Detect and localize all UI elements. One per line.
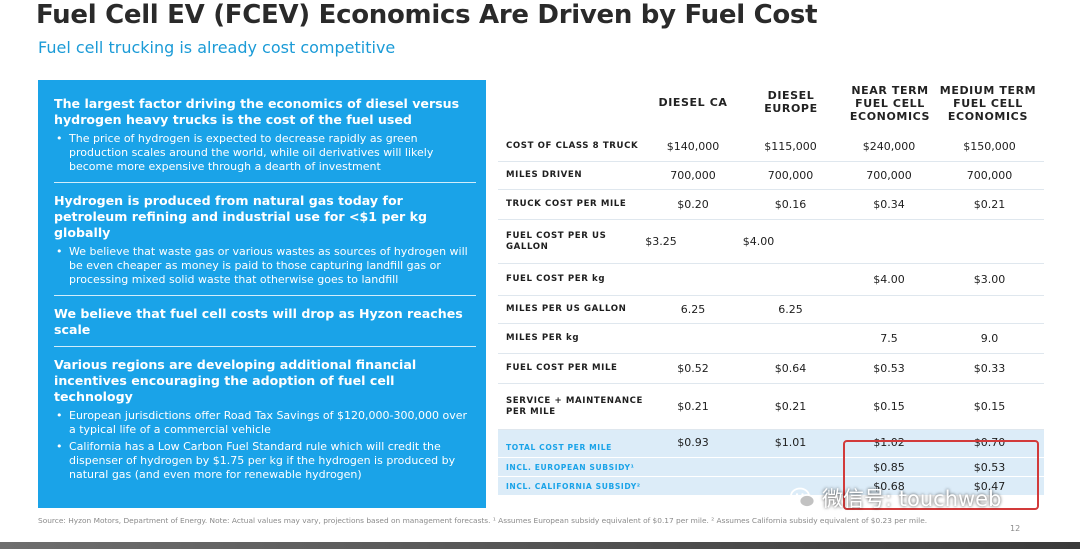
- row-label: FUEL COST PER kg: [506, 274, 606, 284]
- table-cell: $0.64: [774, 362, 807, 375]
- wechat-icon: [790, 487, 816, 508]
- watermark: 微信号: touchweb: [790, 483, 1001, 513]
- table-cell: $0.52: [677, 362, 709, 375]
- bullet-list: We believe that waste gas or various was…: [54, 245, 476, 287]
- table-cell: $1.01: [774, 436, 807, 449]
- slide-title: Fuel Cell EV (FCEV) Economics Are Driven…: [36, 0, 818, 30]
- row-label: INCL. EUROPEAN SUBSIDY¹: [506, 462, 635, 472]
- row-label: TOTAL COST PER MILE: [506, 443, 612, 452]
- row-label: MILES PER kg: [506, 333, 580, 343]
- table-row: MILES PER US GALLON 6.25 6.25: [498, 296, 1044, 324]
- bullet-list: European jurisdictions offer Road Tax Sa…: [54, 409, 476, 482]
- table-cell: $0.53: [973, 460, 1006, 474]
- table-cell: $0.15: [873, 400, 905, 413]
- watermark-text: 微信号: touchweb: [822, 487, 1002, 511]
- divider: [54, 295, 476, 296]
- row-label: INCL. CALIFORNIA SUBSIDY²: [506, 481, 641, 491]
- table-cell: 700,000: [966, 169, 1013, 182]
- table-cell: $1.02: [873, 436, 905, 449]
- row-label: FUEL COST PER MILE: [506, 363, 618, 373]
- total-row: INCL. CALIFORNIA SUBSIDY² $0.68 $0.47: [498, 477, 1044, 496]
- bullet-list: The price of hydrogen is expected to dec…: [54, 132, 476, 174]
- bullet-item: The price of hydrogen is expected to dec…: [54, 132, 476, 174]
- table-row: TRUCK COST PER MILE $0.20 $0.16 $0.34 $0…: [498, 190, 1044, 220]
- table-cell: 6.25: [680, 303, 706, 316]
- table-cell: $140,000: [666, 140, 720, 153]
- economics-table: COST OF CLASS 8 TRUCK $140,000 $115,000 …: [498, 132, 1044, 496]
- column-header-diesel-ca: DIESEL CA: [658, 96, 728, 109]
- footnote: Source: Hyzon Motors, Department of Ener…: [38, 516, 928, 525]
- table-row: SERVICE + MAINTENANCE PER MILE $0.21 $0.…: [498, 384, 1044, 430]
- table-row: MILES PER kg 7.5 9.0: [498, 324, 1044, 354]
- table-cell: $0.47: [973, 479, 1006, 493]
- column-header-near-term: NEAR TERM FUEL CELL ECONOMICS: [849, 84, 931, 123]
- table-cell: $0.16: [774, 198, 807, 211]
- table-cell: 700,000: [670, 169, 716, 182]
- table-cell: $0.21: [774, 400, 807, 413]
- key-point-block: The largest factor driving the economics…: [54, 96, 476, 174]
- table-cell: $240,000: [862, 140, 916, 153]
- table-cell: $0.20: [677, 198, 709, 211]
- table-cell: $0.93: [677, 436, 709, 449]
- table-cell: $3.25: [645, 235, 677, 248]
- fuel-cell-highlight-box: [843, 440, 1039, 510]
- table-cell: $0.33: [973, 362, 1006, 375]
- total-row: TOTAL COST PER MILE $0.93 $1.01 $1.02 $0…: [498, 430, 1044, 458]
- table-cell: 7.5: [880, 332, 898, 345]
- table-cell: $0.68: [873, 479, 905, 493]
- key-point-heading: The largest factor driving the economics…: [54, 96, 460, 127]
- table-row: COST OF CLASS 8 TRUCK $140,000 $115,000 …: [498, 132, 1044, 162]
- divider: [54, 346, 476, 347]
- key-points-panel: The largest factor driving the economics…: [38, 80, 486, 508]
- key-point-block: We believe that fuel cell costs will dro…: [54, 306, 476, 338]
- table-cell: 700,000: [767, 169, 814, 182]
- table-cell: $3.00: [973, 273, 1006, 286]
- table-row: FUEL COST PER US GALLON $3.25 $4.00: [498, 220, 1044, 264]
- bullet-item: European jurisdictions offer Road Tax Sa…: [54, 409, 476, 437]
- table-row: MILES DRIVEN 700,000 700,000 700,000 700…: [498, 162, 1044, 190]
- row-label: MILES PER US GALLON: [506, 304, 627, 314]
- table-cell: $0.15: [973, 400, 1006, 413]
- table-row: FUEL COST PER MILE $0.52 $0.64 $0.53 $0.…: [498, 354, 1044, 384]
- row-label: COST OF CLASS 8 TRUCK: [506, 141, 639, 151]
- column-header-diesel-europe: DIESEL EUROPE: [764, 89, 818, 115]
- key-point-block: Hydrogen is produced from natural gas to…: [54, 193, 476, 287]
- key-point-heading: Various regions are developing additiona…: [54, 357, 417, 404]
- table-cell: $0.21: [677, 400, 709, 413]
- table-cell: $0.85: [873, 460, 905, 474]
- table-cell: 9.0: [980, 332, 999, 345]
- slide-subtitle: Fuel cell trucking is already cost compe…: [38, 38, 396, 57]
- row-label: TRUCK COST PER MILE: [506, 199, 627, 209]
- table-cell: $0.34: [873, 198, 905, 211]
- page-number: 12: [1010, 524, 1021, 533]
- table-cell: $4.00: [742, 235, 775, 248]
- table-cell: $0.21: [973, 198, 1006, 211]
- total-row: INCL. EUROPEAN SUBSIDY¹ $0.85 $0.53: [498, 458, 1044, 477]
- table-row: FUEL COST PER kg $4.00 $3.00: [498, 264, 1044, 296]
- key-point-heading: Hydrogen is produced from natural gas to…: [54, 193, 427, 240]
- row-label: MILES DRIVEN: [506, 170, 583, 180]
- table-cell: $150,000: [963, 140, 1016, 153]
- bullet-item: We believe that waste gas or various was…: [54, 245, 476, 287]
- bullet-item: California has a Low Carbon Fuel Standar…: [54, 440, 476, 482]
- table-cell: $4.00: [873, 273, 905, 286]
- row-label: SERVICE + MAINTENANCE PER MILE: [506, 395, 644, 417]
- table-cell: 6.25: [778, 303, 803, 316]
- table-cell: $0.53: [873, 362, 905, 375]
- bottom-edge: [0, 542, 1080, 549]
- key-point-block: Various regions are developing additiona…: [54, 357, 476, 482]
- row-label: FUEL COST PER US GALLON: [506, 230, 607, 252]
- table-cell: $115,000: [764, 140, 817, 153]
- divider: [54, 182, 476, 183]
- table-cell: 700,000: [866, 169, 912, 182]
- key-point-heading: We believe that fuel cell costs will dro…: [54, 306, 463, 337]
- column-header-medium-term: MEDIUM TERM FUEL CELL ECONOMICS: [939, 84, 1037, 123]
- table-cell: $0.70: [973, 436, 1006, 449]
